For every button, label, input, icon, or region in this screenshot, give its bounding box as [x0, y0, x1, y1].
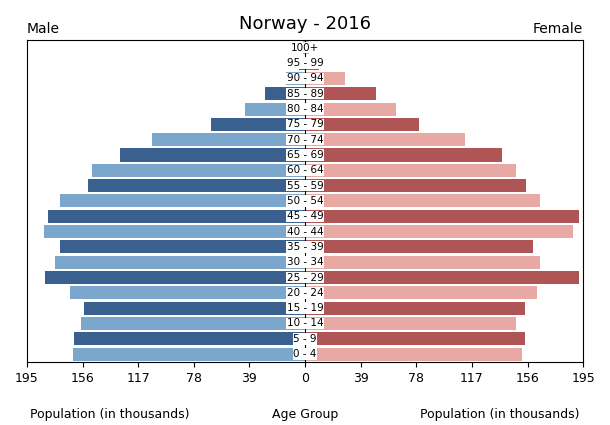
- Bar: [305, 210, 579, 223]
- Bar: [45, 271, 305, 284]
- Title: Norway - 2016: Norway - 2016: [239, 15, 371, 33]
- Text: 55 - 59: 55 - 59: [287, 181, 323, 191]
- Text: 80 - 84: 80 - 84: [287, 104, 323, 114]
- Bar: [305, 87, 376, 100]
- Bar: [298, 57, 305, 70]
- Bar: [305, 332, 525, 345]
- Bar: [305, 102, 396, 116]
- Text: 20 - 24: 20 - 24: [287, 288, 323, 298]
- Text: 95 - 99: 95 - 99: [287, 58, 323, 68]
- Bar: [305, 348, 522, 361]
- Bar: [60, 194, 305, 207]
- Bar: [152, 133, 305, 146]
- Bar: [305, 164, 516, 177]
- Bar: [88, 179, 305, 192]
- Text: Female: Female: [533, 22, 583, 36]
- Text: 100+: 100+: [291, 43, 319, 53]
- Text: 40 - 44: 40 - 44: [287, 227, 323, 237]
- Text: 75 - 79: 75 - 79: [287, 119, 323, 129]
- Text: 25 - 29: 25 - 29: [287, 272, 323, 283]
- Bar: [305, 271, 579, 284]
- Bar: [305, 41, 309, 54]
- Text: 30 - 34: 30 - 34: [287, 257, 323, 267]
- Bar: [44, 225, 305, 238]
- Bar: [245, 102, 305, 116]
- Text: 15 - 19: 15 - 19: [287, 303, 323, 313]
- Bar: [74, 332, 305, 345]
- Bar: [120, 148, 305, 162]
- Bar: [305, 256, 540, 269]
- Text: Population (in thousands): Population (in thousands): [30, 408, 190, 421]
- Text: 70 - 74: 70 - 74: [287, 135, 323, 144]
- Bar: [305, 225, 573, 238]
- Text: 65 - 69: 65 - 69: [287, 150, 323, 160]
- Text: 85 - 89: 85 - 89: [287, 89, 323, 99]
- Text: Age Group: Age Group: [272, 408, 338, 421]
- Bar: [305, 72, 345, 85]
- Bar: [305, 118, 419, 131]
- Bar: [56, 256, 305, 269]
- Bar: [70, 286, 305, 299]
- Bar: [305, 133, 465, 146]
- Text: Male: Male: [27, 22, 60, 36]
- Bar: [305, 179, 526, 192]
- Bar: [305, 317, 516, 330]
- Bar: [265, 87, 305, 100]
- Bar: [305, 148, 502, 162]
- Bar: [303, 41, 305, 54]
- Text: 50 - 54: 50 - 54: [287, 196, 323, 206]
- Text: 60 - 64: 60 - 64: [287, 165, 323, 175]
- Text: 35 - 39: 35 - 39: [287, 242, 323, 252]
- Text: 90 - 94: 90 - 94: [287, 74, 323, 83]
- Bar: [93, 164, 305, 177]
- Bar: [305, 241, 533, 253]
- Bar: [285, 72, 305, 85]
- Text: Population (in thousands): Population (in thousands): [420, 408, 580, 421]
- Text: 0 - 4: 0 - 4: [293, 349, 317, 359]
- Text: 10 - 14: 10 - 14: [287, 318, 323, 329]
- Bar: [84, 302, 305, 314]
- Bar: [48, 210, 305, 223]
- Bar: [81, 317, 305, 330]
- Bar: [305, 194, 540, 207]
- Bar: [305, 57, 319, 70]
- Bar: [211, 118, 305, 131]
- Bar: [305, 286, 537, 299]
- Bar: [60, 241, 305, 253]
- Text: 5 - 9: 5 - 9: [293, 334, 317, 344]
- Bar: [73, 348, 305, 361]
- Bar: [305, 302, 525, 314]
- Text: 45 - 49: 45 - 49: [287, 211, 323, 221]
